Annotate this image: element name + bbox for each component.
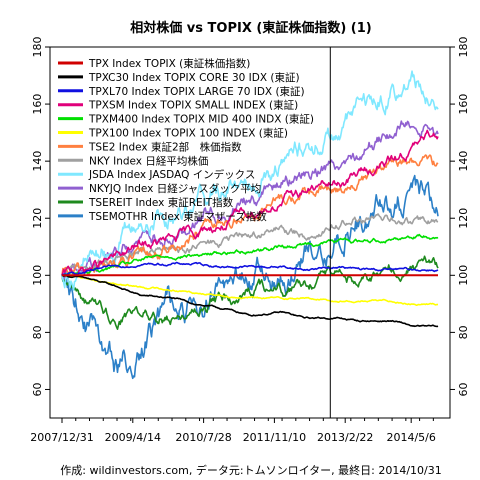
legend-label-3: TPXL70 Index TOPIX LARGE 70 IDX (東証) (88, 85, 305, 98)
legend-label-4: TPXSM Index TOPIX SMALL INDEX (東証) (88, 99, 298, 112)
legend-label-6: TPX100 Index TOPIX 100 INDEX (東証) (88, 127, 288, 140)
series-line-6 (61, 274, 439, 307)
legend-label-8: NKY Index 日経平均株価 (89, 154, 208, 167)
series-line-4 (61, 129, 439, 278)
series-line-3 (61, 261, 439, 276)
y-tick-label-left: 120 (31, 208, 44, 229)
x-tick-label: 2007/12/31 (30, 431, 93, 444)
axes: 60 60 80 80 100 100 120 120 140 140 160 160 180 180 20… (30, 37, 470, 445)
plot-frame (49, 46, 451, 419)
legend-label-1: TPX Index TOPIX (東証株価指数) (88, 57, 250, 70)
series-line-5 (61, 233, 439, 276)
y-tick-label-right: 140 (457, 151, 470, 172)
legend-label-5: TPXM400 Index TOPIX MID 400 INDX (東証) (88, 113, 314, 126)
x-tick-label: 2010/7/28 (175, 431, 231, 444)
series-line-8 (61, 213, 439, 276)
legend-label-7: TSE2 Index 東証2部 株価指数 (88, 140, 242, 153)
y-tick-label-left: 140 (31, 151, 44, 172)
series-line-12 (61, 174, 439, 380)
legend-label-12: TSEMOTHR Index 東証マザーズ指数 (88, 210, 267, 223)
y-tick-label-right: 100 (457, 265, 470, 286)
y-tick-label-left: 180 (31, 37, 44, 58)
y-tick-label-right: 160 (457, 94, 470, 115)
y-tick-label-right: 80 (457, 325, 470, 339)
x-tick-label: 2009/4/14 (105, 431, 161, 444)
y-tick-label-left: 100 (31, 265, 44, 286)
y-tick-label-right: 180 (457, 37, 470, 58)
series-group (61, 70, 439, 380)
x-tick-label: 2013/2/22 (317, 431, 373, 444)
x-tick-label: 2011/11/10 (243, 431, 306, 444)
y-tick-label-left: 80 (31, 325, 44, 339)
legend-label-11: TSEREIT Index 東証REIT指数 (88, 196, 234, 209)
x-tick-label: 2014/5/6 (386, 431, 435, 444)
footer-caption: 作成: wildinvestors.com, データ元:トムソンロイター, 最終… (60, 463, 441, 477)
legend-label-10: NKYJQ Index 日経ジャスダック平均 (89, 182, 261, 195)
y-tick-label-left: 160 (31, 94, 44, 115)
legend-label-2: TPXC30 Index TOPIX CORE 30 IDX (東証) (88, 71, 300, 84)
legend-label-9: JSDA Index JASDAQ インデックス (88, 168, 255, 181)
series-line-9 (61, 70, 439, 291)
y-tick-label-left: 60 (31, 382, 44, 396)
y-tick-label-right: 60 (457, 382, 470, 396)
series-line-10 (61, 120, 439, 281)
chart-title: 相対株価 vs TOPIX (東証株価指数) (1) (130, 20, 371, 36)
plot-area (61, 47, 439, 418)
series-line-2 (61, 274, 439, 328)
y-tick-label-right: 120 (457, 208, 470, 229)
legend: TPX Index TOPIX (東証株価指数)TPXC30 Index TOP… (58, 57, 314, 223)
